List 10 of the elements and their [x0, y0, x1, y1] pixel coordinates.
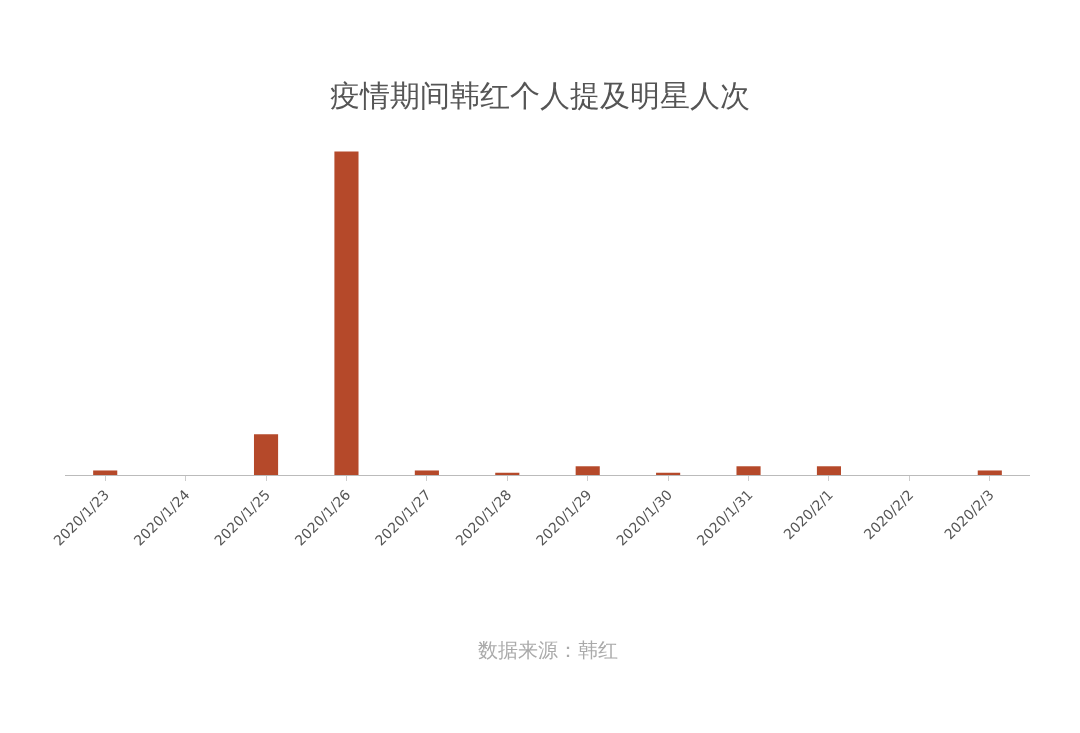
bar	[736, 466, 761, 475]
bar	[334, 151, 359, 475]
bar	[253, 434, 279, 475]
bar	[575, 466, 600, 475]
bar	[816, 466, 842, 475]
bar	[93, 470, 118, 475]
bar	[977, 470, 1002, 475]
source-note: 数据来源：韩红	[478, 638, 618, 662]
chart-title: 疫情期间韩红个人提及明星人次	[330, 77, 750, 113]
bar	[414, 470, 439, 475]
